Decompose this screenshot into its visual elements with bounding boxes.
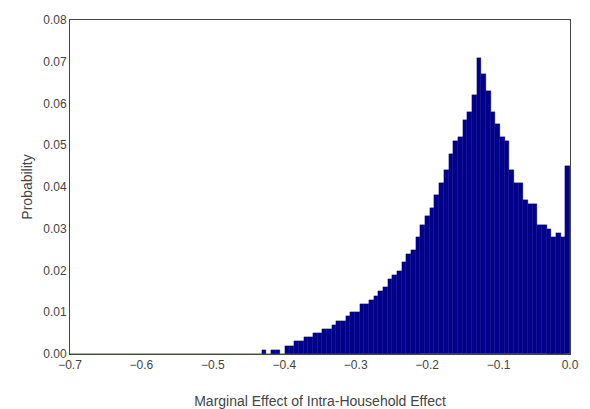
svg-text:0.03: 0.03 [43,222,67,236]
svg-text:−0.4: −0.4 [272,358,296,372]
svg-text:Probability: Probability [19,154,35,219]
svg-text:−0.6: −0.6 [130,358,154,372]
svg-text:−0.1: −0.1 [487,358,511,372]
svg-text:0.01: 0.01 [43,305,67,319]
svg-text:0.05: 0.05 [43,138,67,152]
svg-text:−0.2: −0.2 [415,358,439,372]
svg-text:−0.7: −0.7 [58,358,82,372]
svg-text:0.04: 0.04 [43,180,67,194]
svg-text:0.06: 0.06 [43,97,67,111]
svg-text:0.00: 0.00 [43,347,67,361]
svg-text:0.07: 0.07 [43,55,67,69]
svg-text:Marginal Effect of Intra-House: Marginal Effect of Intra-Household Effec… [194,393,446,409]
svg-text:0.08: 0.08 [43,13,67,27]
svg-text:−0.5: −0.5 [201,358,225,372]
svg-text:0.02: 0.02 [43,264,67,278]
svg-text:−0.3: −0.3 [344,358,368,372]
svg-text:0.0: 0.0 [562,358,579,372]
